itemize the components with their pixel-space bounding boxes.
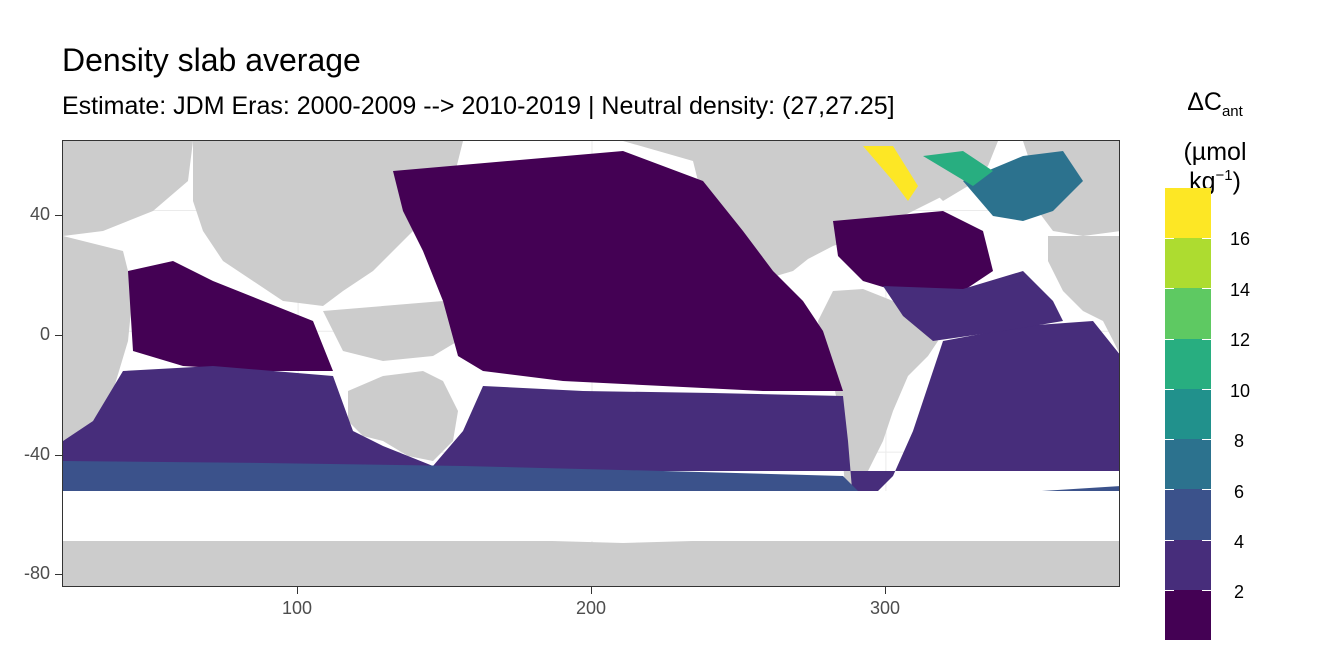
- land-areas: [63, 141, 1119, 586]
- y-tick-label-40: 40: [29, 204, 50, 224]
- map-canvas: [63, 141, 1119, 586]
- land-australia: [348, 371, 458, 461]
- legend-tick: [1202, 338, 1211, 340]
- map-panel: [62, 140, 1120, 587]
- chart-subtitle: Estimate: JDM Eras: 2000-2009 --> 2010-2…: [62, 92, 895, 120]
- y-tick-40: [55, 215, 62, 216]
- ocean-subpolar-atlantic: [963, 151, 1083, 221]
- legend-color-segment: [1165, 489, 1211, 541]
- legend-tick: [1202, 388, 1211, 390]
- legend-tick: [1202, 238, 1211, 240]
- legend-tick: [1202, 539, 1211, 541]
- legend-colorbar: [1165, 188, 1211, 641]
- legend-tick: [1165, 238, 1174, 240]
- land-north-america: [623, 141, 968, 276]
- x-tick-100: [297, 587, 298, 594]
- legend-color-segment: [1165, 238, 1211, 289]
- legend-color-segment: [1165, 388, 1211, 440]
- legend-color-segment: [1165, 338, 1211, 390]
- legend-tick: [1165, 539, 1174, 541]
- ocean-irminger: [863, 146, 918, 201]
- legend-title: ΔCant: [1160, 88, 1270, 120]
- y-tick-label-minus40: -40: [23, 444, 50, 464]
- ocean-pacific: [393, 151, 843, 391]
- legend-label-10: 10: [1230, 381, 1251, 401]
- legend-tick: [1165, 439, 1174, 441]
- ocean-indian-north: [128, 261, 333, 371]
- legend-color-segment: [1165, 589, 1211, 641]
- land-antarctica: [63, 536, 1119, 586]
- legend-tick: [1202, 439, 1211, 441]
- legend-label-4: 4: [1234, 532, 1245, 552]
- legend-tick: [1202, 589, 1211, 591]
- legend-label-2: 2: [1234, 582, 1245, 602]
- legend-label-14: 14: [1230, 280, 1251, 300]
- land-asia: [193, 141, 463, 306]
- legend-color-segment: [1165, 439, 1211, 490]
- legend-label-8: 8: [1234, 431, 1245, 451]
- legend-tick: [1202, 288, 1211, 290]
- legend-color-segment: [1165, 539, 1211, 591]
- legend-label-12: 12: [1230, 330, 1251, 350]
- legend-title-sub: ant: [1221, 103, 1243, 120]
- y-tick-minus80: [55, 574, 62, 575]
- legend-unit-suffix: ): [1232, 167, 1241, 196]
- no-data-strip: [63, 491, 1119, 541]
- legend-tick: [1165, 388, 1174, 390]
- y-tick-label-minus80: -80: [23, 563, 50, 583]
- legend-tick: [1165, 489, 1174, 491]
- ocean-labrador-edge: [923, 151, 993, 186]
- x-tick-label-300: 300: [869, 598, 901, 618]
- ocean-cells: [63, 146, 1119, 541]
- x-tick-label-200: 200: [575, 598, 607, 618]
- legend-tick: [1165, 338, 1174, 340]
- legend-tick: [1202, 489, 1211, 491]
- legend-label-6: 6: [1234, 482, 1245, 502]
- legend-tick: [1165, 589, 1174, 591]
- y-tick-label-0: 0: [39, 324, 50, 344]
- legend-color-segment: [1165, 288, 1211, 340]
- y-tick-0: [55, 335, 62, 336]
- land-africa-south: [63, 236, 133, 441]
- ocean-atlantic-gyre: [833, 211, 993, 296]
- legend-color-segment: [1165, 188, 1211, 239]
- land-indonesia: [323, 301, 458, 361]
- legend-title-main: ΔC: [1187, 88, 1222, 116]
- legend-unit-sup: −1: [1215, 167, 1233, 184]
- legend-tick: [1165, 288, 1174, 290]
- y-tick-minus40: [55, 455, 62, 456]
- land-africa-west: [63, 141, 193, 236]
- x-tick-300: [885, 587, 886, 594]
- ocean-atlantic-equatorial: [883, 271, 1063, 341]
- x-tick-label-100: 100: [281, 598, 313, 618]
- x-tick-200: [591, 587, 592, 594]
- ocean-south-subtropics: [63, 321, 1119, 506]
- chart-title: Density slab average: [62, 42, 361, 78]
- legend-label-16: 16: [1230, 229, 1251, 249]
- land-africa: [1048, 236, 1119, 353]
